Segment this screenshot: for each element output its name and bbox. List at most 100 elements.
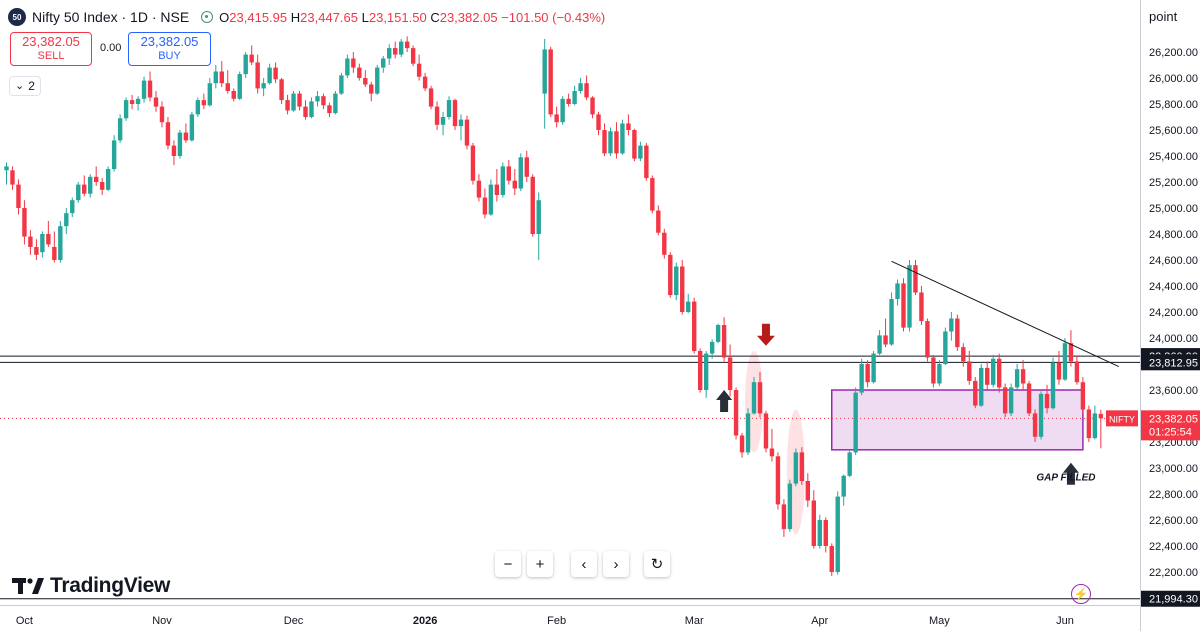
candle-up[interactable] xyxy=(1062,343,1068,380)
candle-down[interactable] xyxy=(1068,343,1074,362)
candle-up[interactable] xyxy=(817,520,822,546)
candle-down[interactable] xyxy=(823,520,828,546)
candle-down[interactable] xyxy=(159,106,165,123)
candle-down[interactable] xyxy=(961,347,966,362)
candle-up[interactable] xyxy=(979,367,984,406)
candle-down[interactable] xyxy=(482,197,488,215)
candle-up[interactable] xyxy=(261,83,266,89)
candle-up[interactable] xyxy=(111,140,117,169)
candle-up[interactable] xyxy=(560,98,565,123)
candle-down[interactable] xyxy=(656,210,661,233)
candle-up[interactable] xyxy=(895,283,900,299)
candle-up[interactable] xyxy=(40,234,45,253)
candle-up[interactable] xyxy=(291,93,296,111)
candle-up[interactable] xyxy=(1008,387,1014,414)
candle-up[interactable] xyxy=(608,131,613,154)
candle-up[interactable] xyxy=(991,358,996,385)
candle-down[interactable] xyxy=(94,176,99,182)
candle-down[interactable] xyxy=(1098,413,1104,419)
candle-up[interactable] xyxy=(375,67,380,94)
candle-up[interactable] xyxy=(70,200,75,214)
candle-down[interactable] xyxy=(249,54,254,63)
candle-down[interactable] xyxy=(351,58,356,68)
candle-up[interactable] xyxy=(709,341,715,354)
candle-down[interactable] xyxy=(1032,413,1038,437)
reset-chart-button[interactable]: ↻ xyxy=(644,551,670,577)
symbol-logo-icon[interactable]: 50 xyxy=(8,8,26,26)
candle-down[interactable] xyxy=(524,157,529,177)
candle-down[interactable] xyxy=(757,382,763,414)
candle-down[interactable] xyxy=(1026,383,1032,414)
candle-down[interactable] xyxy=(883,335,888,345)
candle-down[interactable] xyxy=(201,100,207,106)
candle-down[interactable] xyxy=(727,357,733,391)
candle-down[interactable] xyxy=(1020,369,1026,384)
candle-up[interactable] xyxy=(715,325,721,342)
candle-up[interactable] xyxy=(440,117,446,125)
candle-up[interactable] xyxy=(949,318,954,332)
candle-down[interactable] xyxy=(733,390,739,436)
candle-up[interactable] xyxy=(267,67,272,84)
candle-up[interactable] xyxy=(398,41,404,55)
candle-up[interactable] xyxy=(195,100,201,115)
candle-down[interactable] xyxy=(632,130,637,159)
candle-down[interactable] xyxy=(34,247,39,255)
candle-down[interactable] xyxy=(428,88,434,107)
candle-up[interactable] xyxy=(542,49,547,94)
candle-up[interactable] xyxy=(674,266,679,296)
candle-down[interactable] xyxy=(692,301,697,351)
candle-down[interactable] xyxy=(464,119,470,146)
candle-up[interactable] xyxy=(189,114,195,141)
candle-down[interactable] xyxy=(422,76,428,89)
candle-up[interactable] xyxy=(135,98,141,104)
candle-down[interactable] xyxy=(171,145,177,156)
sell-button[interactable]: 23,382.05 SELL xyxy=(10,32,92,66)
scroll-forward-button[interactable]: › xyxy=(603,551,629,577)
candle-down[interactable] xyxy=(279,79,284,101)
candle-down[interactable] xyxy=(931,357,936,384)
arrow-up-icon[interactable] xyxy=(716,390,733,412)
candle-up[interactable] xyxy=(381,58,386,68)
candle-up[interactable] xyxy=(703,353,709,390)
candle-up[interactable] xyxy=(58,226,63,260)
candle-down[interactable] xyxy=(775,456,781,505)
candle-up[interactable] xyxy=(315,96,320,102)
candle-down[interactable] xyxy=(16,184,21,208)
candle-up[interactable] xyxy=(745,413,751,453)
candle-down[interactable] xyxy=(1056,362,1062,380)
candle-down[interactable] xyxy=(721,325,727,358)
candle-down[interactable] xyxy=(1002,387,1008,414)
symbol-title[interactable]: Nifty 50 Index · 1D · NSE xyxy=(32,9,190,25)
zoom-in-button[interactable]: + xyxy=(527,551,553,577)
candle-down[interactable] xyxy=(697,351,703,390)
candle-down[interactable] xyxy=(781,504,787,530)
candle-down[interactable] xyxy=(82,184,87,194)
candle-down[interactable] xyxy=(165,122,171,146)
candle-up[interactable] xyxy=(841,475,846,497)
candle-up[interactable] xyxy=(1038,393,1044,437)
zoom-out-button[interactable]: − xyxy=(495,551,521,577)
candle-down[interactable] xyxy=(99,182,105,190)
candle-down[interactable] xyxy=(590,97,595,115)
candle-down[interactable] xyxy=(985,367,990,385)
candle-up[interactable] xyxy=(488,184,494,215)
candle-up[interactable] xyxy=(835,496,840,572)
candle-up[interactable] xyxy=(177,132,183,156)
candle-down[interactable] xyxy=(357,67,362,78)
candle-up[interactable] xyxy=(237,74,242,99)
candle-down[interactable] xyxy=(22,208,27,237)
candle-up[interactable] xyxy=(638,145,643,159)
candle-down[interactable] xyxy=(219,71,224,84)
eye-icon[interactable] xyxy=(201,11,214,23)
candle-up[interactable] xyxy=(877,335,882,354)
candle-down[interactable] xyxy=(494,184,500,195)
candle-down[interactable] xyxy=(255,62,260,89)
candle-up[interactable] xyxy=(117,118,123,141)
price-axis-panel[interactable] xyxy=(1140,0,1200,631)
candle-down[interactable] xyxy=(363,78,368,85)
candle-down[interactable] xyxy=(913,265,918,293)
candle-down[interactable] xyxy=(410,48,416,64)
candle-up[interactable] xyxy=(620,123,625,154)
candle-down[interactable] xyxy=(10,170,15,185)
